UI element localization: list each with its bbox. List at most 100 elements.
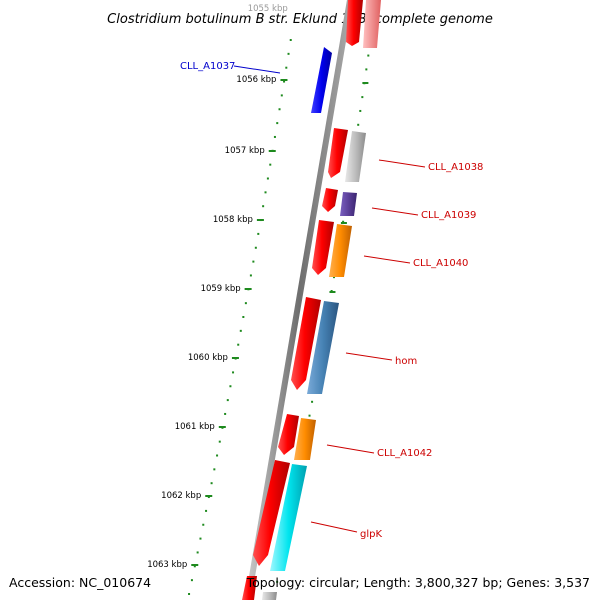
- minor-tick: [229, 385, 232, 388]
- minor-tick: [257, 232, 260, 235]
- gene-cll-a1039[interactable]: [340, 192, 357, 216]
- minor-tick: [199, 537, 202, 540]
- outer-minor-tick: [342, 220, 345, 223]
- minor-tick: [205, 509, 208, 512]
- minor-tick: [196, 551, 199, 554]
- major-tick: [191, 564, 199, 566]
- feature-partial-bottom[interactable]: [262, 592, 277, 600]
- minor-tick: [226, 399, 229, 402]
- scale-tick-label: 1063 kbp: [147, 560, 187, 570]
- minor-tick: [289, 39, 292, 41]
- minor-tick: [252, 260, 255, 263]
- minor-tick: [249, 274, 252, 277]
- minor-tick: [216, 454, 219, 457]
- genome-info-text: Topology: circular; Length: 3,800,327 bp…: [246, 575, 590, 590]
- outer-minor-tick: [359, 109, 362, 112]
- accession-text: Accession: NC_010674: [9, 575, 151, 590]
- leader-cll-a1038: [378, 159, 426, 168]
- minor-tick: [269, 163, 272, 166]
- minor-tick: [278, 108, 281, 111]
- minor-tick: [273, 135, 276, 138]
- gene-cll-a1038[interactable]: [345, 131, 366, 182]
- outer-minor-tick: [357, 123, 360, 126]
- minor-tick: [210, 482, 213, 485]
- leader-cll-a1042: [326, 444, 375, 454]
- gene-label-cll-a1042[interactable]: CLL_A1042: [377, 448, 432, 459]
- cds-hom[interactable]: [291, 297, 321, 390]
- minor-tick: [287, 52, 290, 55]
- minor-tick: [213, 468, 216, 471]
- gene-label-cll-a1040[interactable]: CLL_A1040: [413, 258, 468, 269]
- cds-cll-a1038[interactable]: [328, 128, 348, 178]
- gene-label-hom[interactable]: hom: [395, 356, 417, 367]
- gene-glpk[interactable]: [270, 464, 307, 571]
- minor-tick: [237, 343, 240, 346]
- major-tick: [231, 357, 239, 359]
- minor-tick: [202, 523, 205, 526]
- gene-cll-a1040[interactable]: [329, 224, 352, 277]
- minor-tick: [254, 246, 257, 249]
- minor-tick: [193, 565, 196, 568]
- scale-tick-label: 1060 kbp: [188, 353, 228, 363]
- minor-tick: [190, 579, 193, 582]
- gene-hom[interactable]: [307, 301, 339, 394]
- cds-partial-bottom[interactable]: [242, 576, 257, 600]
- scale-tick-label: 1061 kbp: [175, 422, 215, 432]
- leader-hom: [345, 352, 393, 361]
- genome-backbone: [245, 0, 353, 600]
- minor-tick: [188, 593, 191, 595]
- feature-partial-top[interactable]: [363, 0, 381, 48]
- gene-label-cll-a1039[interactable]: CLL_A1039: [421, 210, 476, 221]
- outer-minor-tick: [311, 400, 314, 403]
- minor-tick: [224, 412, 227, 415]
- major-tick: [256, 219, 264, 221]
- minor-tick: [242, 316, 245, 318]
- minor-tick: [244, 302, 247, 305]
- major-tick: [280, 79, 288, 81]
- gene-label-cll-a1037[interactable]: CLL_A1037: [180, 61, 235, 72]
- major-tick: [244, 288, 252, 290]
- scale-tick-label: 1058 kbp: [213, 215, 253, 225]
- map-title: Clostridium botulinum B str. Eklund 17B,…: [107, 12, 493, 27]
- minor-tick: [218, 440, 221, 443]
- major-tick: [205, 495, 213, 497]
- leader-cll-a1037: [233, 65, 281, 74]
- outer-major-tick: [362, 82, 369, 84]
- leader-cll-a1039: [371, 207, 419, 216]
- gene-label-cll-a1038[interactable]: CLL_A1038: [428, 162, 483, 173]
- minor-tick: [239, 329, 242, 332]
- minor-tick: [262, 205, 265, 208]
- leader-glpk: [310, 521, 358, 533]
- cds-cll-a1039[interactable]: [322, 188, 338, 212]
- outer-minor-tick: [308, 414, 311, 417]
- minor-tick: [280, 94, 283, 97]
- scale-tick-label: 1056 kbp: [236, 75, 276, 85]
- minor-tick: [285, 66, 288, 69]
- major-tick: [268, 150, 276, 152]
- minor-tick: [264, 191, 267, 194]
- outer-minor-tick: [365, 68, 368, 71]
- minor-tick: [207, 496, 210, 499]
- gene-label-glpk[interactable]: glpK: [360, 529, 382, 540]
- outer-minor-tick: [361, 96, 364, 99]
- minor-tick: [232, 371, 235, 374]
- outer-major-tick: [340, 222, 347, 224]
- cds-cll-a1042[interactable]: [278, 414, 299, 455]
- outer-minor-tick: [332, 276, 335, 279]
- cds-cll-a1040[interactable]: [312, 220, 334, 275]
- scale-tick-label: 1055 kbp: [248, 4, 288, 14]
- gene-cll-a1042[interactable]: [294, 418, 316, 460]
- minor-tick: [283, 80, 286, 83]
- outer-minor-tick: [367, 54, 370, 57]
- cds-glpk[interactable]: [253, 460, 290, 566]
- scale-tick-label: 1059 kbp: [201, 284, 241, 294]
- leader-cll-a1040: [363, 255, 411, 264]
- cds-partial-top[interactable]: [346, 0, 363, 46]
- scale-tick-label: 1057 kbp: [225, 146, 265, 156]
- scale-ruler: 1055 kbp 1056 kbp 1057 kbp 1058 kbp 1059 kbp…: [147, 4, 292, 595]
- gene-cll-a1037[interactable]: [311, 47, 332, 113]
- outer-major-tick: [329, 291, 336, 293]
- outer-minor-tick: [276, 580, 279, 583]
